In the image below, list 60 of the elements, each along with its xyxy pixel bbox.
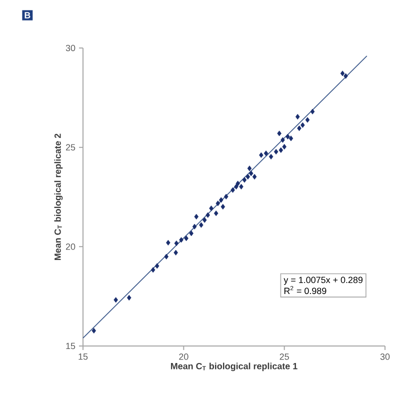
point bbox=[274, 148, 278, 154]
point bbox=[126, 294, 132, 301]
point bbox=[206, 212, 210, 218]
y-tick-label: 15 bbox=[66, 342, 76, 350]
point bbox=[268, 154, 274, 160]
point bbox=[224, 194, 228, 200]
x-tick-label: 15 bbox=[78, 354, 88, 360]
point bbox=[184, 236, 188, 242]
x-tick-label: 30 bbox=[380, 354, 390, 360]
point bbox=[280, 137, 285, 143]
point bbox=[174, 240, 179, 246]
x-tick-label: 25 bbox=[280, 354, 289, 360]
point bbox=[216, 200, 220, 206]
point bbox=[209, 206, 214, 212]
annotation: R$^{2}$ = 0.989 bbox=[284, 286, 326, 294]
point bbox=[218, 197, 224, 203]
point bbox=[247, 166, 252, 172]
point bbox=[295, 114, 300, 120]
point bbox=[252, 174, 257, 180]
point bbox=[264, 150, 268, 156]
y-axis-title: Mean C$_{T}$ biological replicate 2 bbox=[54, 134, 63, 260]
point bbox=[189, 230, 194, 236]
point bbox=[154, 263, 160, 269]
point bbox=[340, 70, 345, 76]
point bbox=[194, 214, 198, 220]
point bbox=[242, 177, 247, 183]
point bbox=[214, 210, 218, 216]
point bbox=[286, 134, 290, 140]
point bbox=[310, 108, 315, 114]
annotation: y = 1.0075x + 0.289 bbox=[284, 276, 363, 285]
point bbox=[288, 136, 294, 142]
x-tick-label: 20 bbox=[179, 354, 188, 360]
point bbox=[164, 254, 168, 260]
y-tick-label: 25 bbox=[66, 144, 76, 151]
point bbox=[150, 267, 156, 273]
point bbox=[192, 224, 197, 230]
point bbox=[277, 130, 282, 136]
point bbox=[199, 222, 204, 228]
point bbox=[300, 122, 305, 128]
point bbox=[174, 250, 178, 256]
point bbox=[236, 180, 240, 186]
point bbox=[220, 204, 226, 210]
point bbox=[239, 184, 244, 190]
point bbox=[278, 147, 284, 153]
y-tick-label: 30 bbox=[66, 44, 76, 52]
x-axis-title: Mean C$_{T}$ biological replicate 1 bbox=[170, 362, 298, 372]
point bbox=[259, 152, 264, 158]
chart-title: B bbox=[24, 12, 30, 18]
point bbox=[248, 170, 254, 176]
point bbox=[230, 187, 235, 193]
point bbox=[179, 237, 184, 243]
point bbox=[202, 217, 207, 223]
point bbox=[92, 328, 96, 334]
point bbox=[344, 73, 348, 79]
y-tick-label: 20 bbox=[66, 243, 76, 250]
point bbox=[305, 117, 310, 123]
point bbox=[246, 174, 250, 180]
point bbox=[166, 240, 170, 246]
point bbox=[234, 184, 238, 190]
point bbox=[114, 297, 118, 303]
